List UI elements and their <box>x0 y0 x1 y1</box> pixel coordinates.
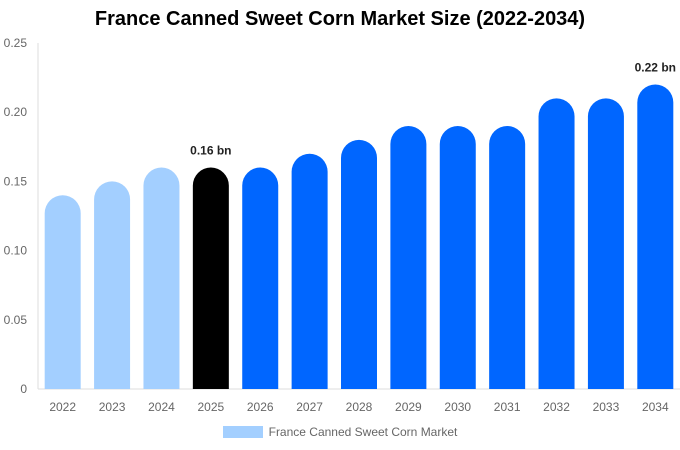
bars <box>44 84 674 390</box>
bar-2031 <box>489 126 526 390</box>
axes: 0 0.05 0.10 0.15 0.20 0.25 2022 2023 2024 2025 202… <box>4 36 680 414</box>
y-tick-label: 0.25 <box>4 36 28 50</box>
x-tick-label: 2032 <box>543 400 570 414</box>
bar-2030 <box>439 126 476 390</box>
y-tick-label: 0 <box>20 382 27 396</box>
x-tick-label: 2028 <box>346 400 373 414</box>
legend-label: France Canned Sweet Corn Market <box>268 425 458 439</box>
x-tick-label: 2034 <box>642 400 669 414</box>
x-tick-label: 2022 <box>49 400 76 414</box>
data-label-2025: 0.16 bn <box>190 144 231 158</box>
y-tick-label: 0.05 <box>4 313 28 327</box>
bar-2027 <box>291 153 328 389</box>
legend: France Canned Sweet Corn Market <box>0 425 680 439</box>
y-tick-label: 0.10 <box>4 244 28 258</box>
bar-2026 <box>242 167 279 389</box>
x-tick-label: 2029 <box>395 400 422 414</box>
data-labels: 0.16 bn 0.22 bn <box>190 61 676 158</box>
data-label-2034: 0.22 bn <box>635 61 676 75</box>
x-tick-label: 2026 <box>247 400 274 414</box>
bar-2022 <box>44 195 81 389</box>
x-tick-label: 2023 <box>99 400 126 414</box>
bar-2024 <box>143 167 180 389</box>
y-tick-label: 0.15 <box>4 174 28 188</box>
bar-2028 <box>341 139 377 389</box>
x-tick-label: 2030 <box>444 400 471 414</box>
bar-2034 <box>637 84 674 390</box>
legend-swatch <box>222 426 263 438</box>
bar-2032 <box>538 98 575 390</box>
x-tick-label: 2024 <box>148 400 175 414</box>
x-tick-label: 2027 <box>296 400 323 414</box>
x-tick-label: 2033 <box>593 400 620 414</box>
chart-title: France Canned Sweet Corn Market Size (20… <box>94 8 586 30</box>
x-tick-label: 2031 <box>494 400 521 414</box>
bar-2023 <box>94 181 131 389</box>
x-tick-label: 2025 <box>197 400 224 414</box>
bar-2033 <box>587 98 624 390</box>
bar-2029 <box>390 126 427 390</box>
bar-2025 <box>192 167 229 389</box>
y-tick-label: 0.20 <box>4 105 28 119</box>
